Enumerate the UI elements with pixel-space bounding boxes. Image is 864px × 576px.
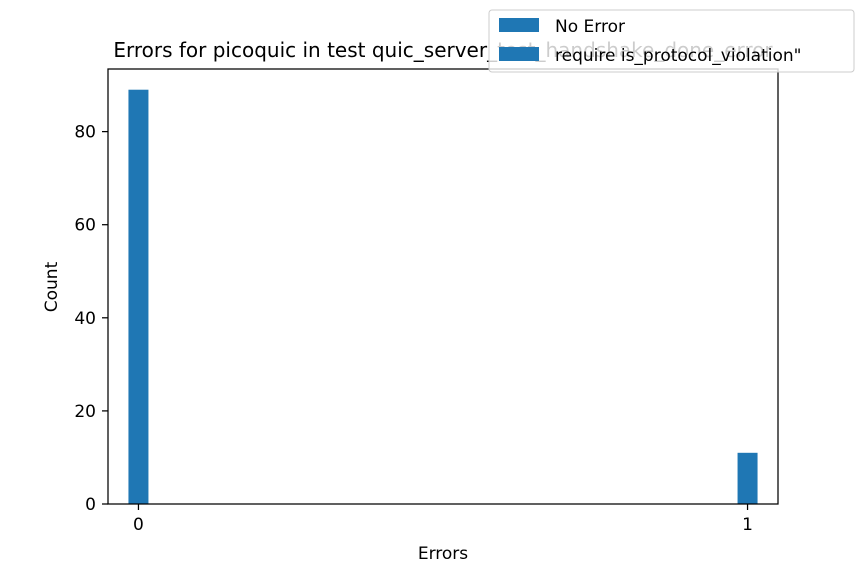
x-tick-label: 0 [133,515,144,535]
y-tick-label: 60 [74,216,96,236]
legend: No Error require is_protocol_violation" [488,9,855,73]
y-axis-label: Count [42,261,62,312]
legend-label-protocol-violation: require is_protocol_violation" [555,46,801,66]
x-axis-label: Errors [418,544,468,564]
y-tick-label: 40 [74,309,96,329]
plot-frame [107,68,779,505]
y-tick-label: 20 [74,402,96,422]
bar-series-0-0 [128,89,149,505]
legend-swatch-protocol-violation [499,47,539,61]
legend-frame [488,9,855,73]
legend-swatch-no-error [499,18,539,32]
x-tick-label: 1 [742,515,753,535]
plot-area [108,69,778,504]
bar-series-1-0 [737,452,758,504]
y-tick-label: 0 [85,495,96,515]
y-tick-label: 80 [74,123,96,143]
legend-label-no-error: No Error [555,17,625,37]
y-axis-ticks: 0 20 40 60 80 [74,123,108,515]
bars-group [128,89,758,505]
